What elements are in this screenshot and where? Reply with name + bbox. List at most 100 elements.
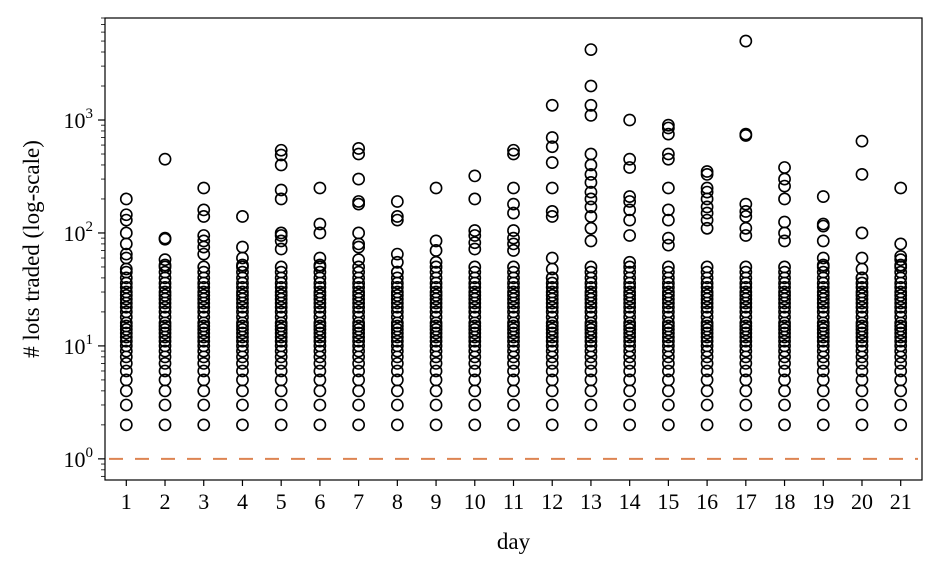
data-point — [274, 265, 288, 279]
data-point — [158, 265, 172, 279]
x-axis-label: day — [497, 529, 531, 554]
data-point — [778, 161, 791, 174]
data-point — [894, 418, 908, 432]
data-point — [545, 305, 559, 319]
data-point — [584, 418, 598, 432]
data-point — [894, 326, 908, 340]
data-point — [778, 364, 791, 378]
data-point — [778, 260, 791, 274]
data-point — [545, 271, 559, 285]
data-point — [468, 169, 482, 183]
data-point — [274, 310, 288, 324]
data-point — [584, 98, 598, 112]
data-point — [119, 247, 133, 261]
data-point — [390, 319, 404, 333]
data-point — [313, 357, 327, 370]
data-point — [236, 418, 249, 432]
data-point — [661, 181, 675, 195]
data-point — [468, 384, 482, 398]
data-point — [855, 167, 869, 181]
data-point — [274, 280, 288, 294]
data-point — [739, 34, 753, 48]
data-point — [545, 280, 559, 294]
data-point — [545, 364, 559, 378]
data-point — [158, 344, 172, 358]
x-tick-label: 15 — [657, 489, 679, 514]
data-point — [545, 339, 559, 353]
data-point — [894, 373, 908, 387]
data-point — [894, 357, 908, 370]
data-point — [236, 210, 249, 223]
data-point — [623, 323, 637, 336]
data-point — [623, 255, 637, 269]
data-point — [700, 323, 714, 336]
data-point — [700, 206, 714, 220]
data-point — [313, 289, 327, 302]
data-point — [197, 260, 211, 274]
data-point — [119, 339, 133, 353]
data-point — [390, 213, 404, 227]
data-point — [507, 339, 520, 353]
data-point — [119, 251, 133, 265]
data-point — [313, 364, 327, 378]
data-point — [468, 285, 482, 299]
data-point — [778, 319, 791, 333]
data-point — [236, 285, 249, 299]
data-point — [778, 172, 791, 186]
data-point — [584, 176, 598, 189]
data-point — [313, 258, 327, 272]
data-point — [507, 285, 520, 299]
data-point — [855, 373, 869, 387]
data-point — [468, 280, 482, 294]
data-point — [390, 373, 404, 387]
data-point — [197, 285, 211, 299]
data-point — [197, 326, 211, 340]
data-point — [313, 418, 327, 432]
data-point — [623, 213, 637, 227]
data-point — [197, 319, 211, 333]
data-point — [623, 339, 637, 353]
data-point — [584, 344, 598, 358]
data-point — [274, 234, 288, 248]
data-point — [584, 398, 598, 412]
data-point — [855, 280, 869, 294]
data-point — [855, 364, 869, 378]
data-point — [390, 285, 404, 299]
data-point — [816, 285, 830, 299]
data-point — [158, 285, 172, 299]
data-point — [158, 253, 172, 267]
data-point — [739, 229, 753, 242]
data-point — [700, 373, 714, 387]
data-point — [197, 357, 211, 370]
data-point — [274, 143, 288, 157]
data-point — [778, 398, 791, 412]
data-point — [119, 271, 133, 285]
data-point — [158, 339, 172, 353]
data-point — [855, 305, 869, 319]
data-point — [584, 373, 598, 387]
data-point — [429, 181, 443, 195]
data-point — [158, 152, 172, 166]
data-point — [507, 244, 520, 257]
data-point — [700, 289, 714, 302]
data-point — [468, 398, 482, 412]
data-point — [855, 251, 869, 265]
data-point — [545, 373, 559, 387]
data-point — [855, 289, 869, 302]
data-point — [894, 339, 908, 353]
data-point — [274, 305, 288, 319]
data-point — [778, 265, 791, 279]
data-point — [507, 357, 520, 370]
data-point — [584, 319, 598, 333]
data-point — [274, 357, 288, 370]
data-point — [778, 234, 791, 248]
data-point — [545, 323, 559, 336]
data-point — [894, 344, 908, 358]
data-point — [158, 326, 172, 340]
data-point — [661, 280, 675, 294]
data-point — [352, 226, 366, 240]
data-point — [119, 265, 133, 279]
data-point — [197, 203, 211, 217]
data-point — [816, 326, 830, 340]
data-point — [584, 310, 598, 324]
